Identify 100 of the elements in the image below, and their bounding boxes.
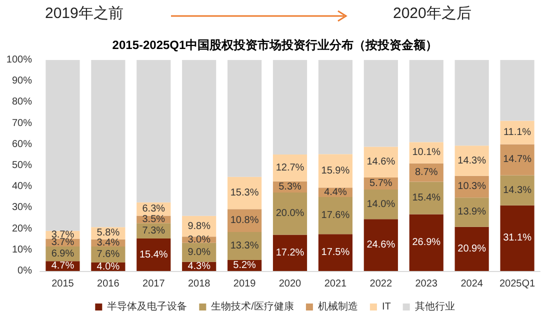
bar	[454, 226, 489, 271]
bar	[409, 182, 444, 214]
y-tick-label: 100%	[6, 54, 32, 66]
bar	[318, 196, 352, 234]
bar	[454, 198, 489, 227]
data-label: 5.8%	[96, 228, 120, 239]
x-tick-label: 2021	[324, 278, 348, 290]
legend-label: 其他行业	[414, 300, 455, 312]
y-tick-label: 80%	[12, 96, 32, 108]
data-label: 10.3%	[458, 181, 486, 192]
data-label: 14.0%	[366, 198, 396, 210]
data-label: 10.1%	[412, 147, 441, 158]
data-label: 15.4%	[412, 192, 441, 204]
text: 2019年之前	[45, 5, 124, 22]
legend-label: 生物技术/医疗健康	[211, 300, 294, 312]
data-label: 4.4%	[324, 186, 347, 198]
bar	[500, 175, 534, 206]
x-tick-label: 2019	[233, 278, 256, 290]
data-label: 12.7%	[276, 162, 304, 174]
legend-label: IT	[382, 302, 391, 312]
x-tick-label: 2020	[278, 278, 302, 290]
data-label: 15.4%	[139, 249, 168, 260]
y-tick-label: 20%	[12, 223, 32, 234]
x-tick-label: 2023	[415, 278, 438, 290]
data-label: 5.7%	[370, 178, 392, 190]
data-label: 6.9%	[51, 248, 74, 260]
bar	[454, 60, 489, 146]
data-label: 20.0%	[276, 208, 304, 220]
data-label: 13.9%	[458, 206, 486, 218]
y-tick-label: 30%	[12, 202, 32, 214]
data-label: 5.2%	[233, 260, 256, 272]
bar	[272, 192, 308, 235]
data-label: 9.0%	[188, 246, 211, 258]
chart-title: 2015-2025Q1中国股权投资市场投资行业分布（按投资金额）	[112, 38, 438, 52]
bar	[91, 60, 126, 228]
data-label: 8.7%	[414, 167, 438, 178]
data-label: 7.3%	[142, 225, 166, 236]
data-label: 10.8%	[230, 215, 259, 226]
bar	[454, 146, 489, 176]
y-tick-label: 0%	[18, 266, 32, 276]
bar	[500, 144, 534, 176]
data-label: 14.3%	[503, 184, 532, 196]
data-label: 9.8%	[188, 220, 211, 232]
data-label: 3.7%	[51, 237, 74, 248]
data-label: 17.5%	[321, 247, 350, 258]
data-label: 13.3%	[230, 240, 259, 252]
data-label: 5.3%	[278, 181, 302, 192]
data-label: 4.7%	[51, 260, 74, 272]
y-tick-label: 50%	[12, 160, 32, 171]
data-label: 24.6%	[366, 240, 396, 251]
x-tick-label: 2015	[52, 278, 74, 290]
data-label: 11.1%	[503, 126, 532, 138]
data-label: 26.9%	[412, 237, 441, 248]
data-label: 4.0%	[96, 261, 120, 272]
y-tick-label: 10%	[12, 244, 32, 256]
y-tick-label: 40%	[12, 181, 32, 192]
text: 2020年之后	[393, 5, 472, 22]
data-label: 14.7%	[503, 154, 532, 166]
bar	[272, 234, 308, 271]
data-label: 20.9%	[458, 243, 486, 254]
x-tick-label: 2018	[188, 278, 211, 290]
bar	[318, 154, 352, 188]
x-tick-label: 2025Q1	[499, 278, 536, 290]
bar	[409, 214, 444, 271]
x-tick-label: 2017	[142, 278, 166, 290]
data-label: 3.0%	[188, 234, 211, 246]
bar	[364, 60, 398, 147]
data-label: 17.6%	[321, 210, 350, 222]
bar	[364, 190, 398, 220]
data-label: 17.2%	[276, 247, 304, 258]
y-tick-label: 70%	[12, 118, 32, 129]
data-label: 7.6%	[96, 249, 120, 260]
data-label: 14.6%	[366, 156, 396, 168]
data-label: 6.3%	[142, 204, 166, 215]
bar	[500, 205, 534, 271]
y-tick-label: 90%	[12, 76, 32, 87]
data-label: 3.5%	[142, 214, 166, 225]
bar	[228, 176, 262, 210]
bar	[500, 60, 534, 121]
data-label: 4.3%	[188, 260, 211, 272]
data-label: 3.4%	[96, 237, 120, 248]
data-label: 15.3%	[230, 188, 259, 199]
x-tick-label: 2016	[97, 278, 120, 290]
x-tick-label: 2022	[370, 278, 392, 290]
bar	[136, 238, 171, 271]
bar	[182, 60, 216, 216]
bar	[136, 60, 171, 202]
data-label: 14.3%	[458, 155, 486, 166]
bar	[318, 60, 352, 154]
bar	[409, 60, 444, 142]
data-label: 15.9%	[321, 165, 350, 176]
bar	[364, 146, 398, 178]
x-tick-label: 2024	[460, 278, 484, 290]
legend-label: 机械制造	[318, 300, 358, 312]
bar	[228, 60, 262, 177]
legend-label: 半导体及电子设备	[107, 300, 188, 312]
bar	[318, 234, 352, 271]
bar	[272, 154, 308, 182]
y-tick-label: 60%	[12, 138, 32, 150]
bar	[364, 219, 398, 271]
